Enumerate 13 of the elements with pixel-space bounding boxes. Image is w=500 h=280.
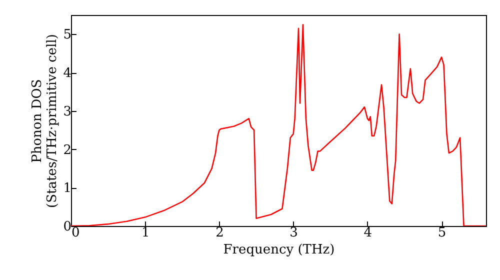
y-tick-label: 2 — [63, 142, 72, 158]
y-tick-label: 4 — [63, 66, 72, 82]
y-tick-label: 5 — [63, 28, 72, 43]
x-tick-label: 5 — [438, 226, 446, 240]
x-tick-label: 3 — [290, 226, 298, 240]
y-tick-label: 1 — [63, 181, 72, 196]
x-tick-label: 2 — [216, 226, 224, 240]
x-axis-title: Frequency (THz) — [223, 242, 335, 258]
x-tick-label: 4 — [364, 226, 372, 240]
y-tick-label: 3 — [63, 104, 72, 120]
y-axis-title: Phonon DOS (States/THz·primitive cell) — [30, 34, 60, 208]
x-tick-label: 1 — [141, 226, 150, 240]
line-series — [71, 24, 486, 226]
